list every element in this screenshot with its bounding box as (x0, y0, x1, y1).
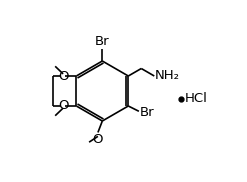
Text: HCl: HCl (185, 92, 207, 105)
Text: O: O (58, 70, 68, 82)
Text: O: O (93, 133, 103, 146)
Text: Br: Br (95, 35, 110, 48)
Text: NH₂: NH₂ (155, 69, 180, 82)
Text: Br: Br (140, 106, 154, 119)
Text: O: O (58, 100, 68, 112)
